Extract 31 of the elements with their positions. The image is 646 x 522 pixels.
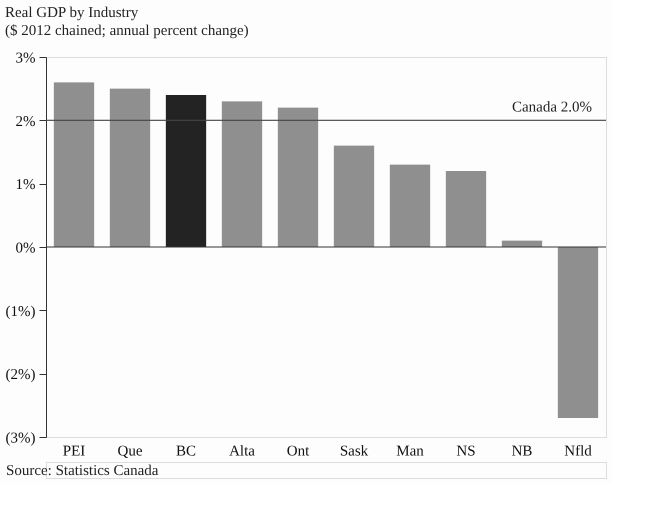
bar	[558, 247, 598, 418]
bar	[446, 171, 486, 247]
bar	[502, 240, 542, 247]
x-tick-label: Sask	[340, 444, 369, 460]
x-tick-label: Que	[118, 444, 143, 460]
x-tick-label: NS	[456, 444, 476, 460]
bar	[166, 95, 206, 247]
x-tick-label: Man	[396, 444, 424, 460]
y-tick-label: 0%	[16, 240, 36, 256]
y-tick-label: (2%)	[6, 367, 36, 384]
y-tick-label: 2%	[16, 114, 36, 130]
x-tick-label: Alta	[229, 444, 256, 460]
x-tick-label: PEI	[62, 444, 86, 460]
y-tick-label: (3%)	[6, 430, 36, 446]
x-tick-label: BC	[176, 444, 196, 460]
bar	[334, 146, 374, 247]
x-tick-label: NB	[512, 444, 532, 460]
x-tick-label: Nfld	[564, 444, 592, 460]
chart-subtitle: ($ 2012 chained; annual percent change)	[5, 23, 249, 39]
y-tick-label: (1%)	[6, 304, 36, 320]
chart-title: Real GDP by Industry	[5, 5, 139, 21]
bar	[390, 164, 430, 247]
x-tick-label: Ont	[286, 444, 310, 460]
bar	[54, 82, 94, 247]
bar	[278, 108, 318, 247]
y-tick-label: 1%	[16, 177, 36, 194]
ref-line-label: Canada 2.0%	[512, 99, 592, 116]
bar	[110, 88, 150, 247]
source-note: Source: Statistics Canada	[6, 463, 159, 479]
y-tick-label: 3%	[16, 50, 36, 66]
bar	[222, 101, 262, 247]
